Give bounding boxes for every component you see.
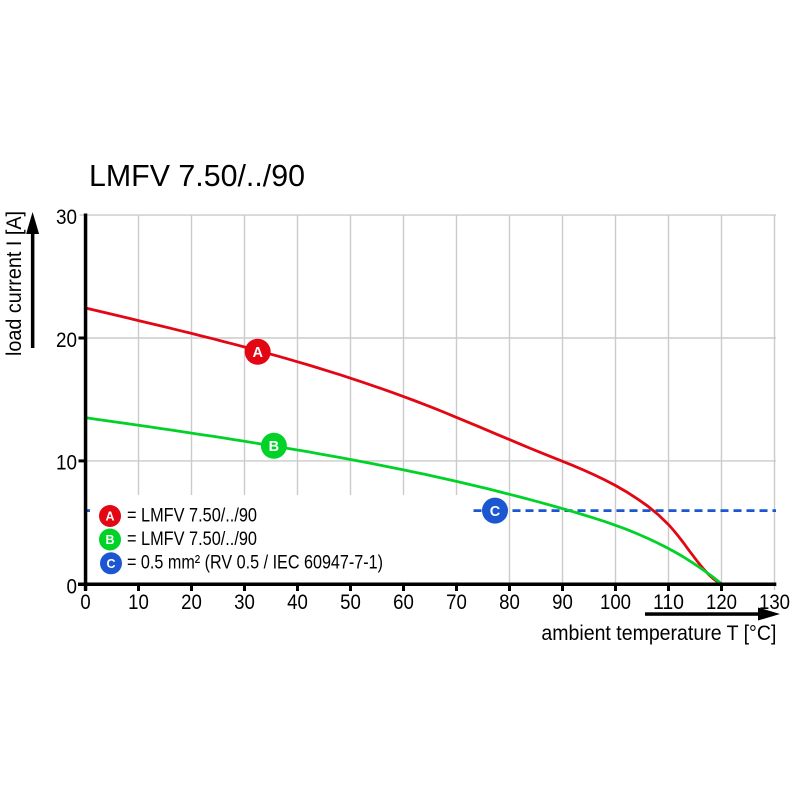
svg-text:130: 130 xyxy=(759,591,790,614)
svg-text:= 0.5 mm² (RV 0.5 / IEC 60947-: = 0.5 mm² (RV 0.5 / IEC 60947-7-1) xyxy=(127,552,383,574)
svg-text:0: 0 xyxy=(67,576,78,599)
svg-text:0: 0 xyxy=(80,591,90,614)
svg-text:30: 30 xyxy=(234,591,255,614)
svg-text:90: 90 xyxy=(552,591,573,614)
svg-text:120: 120 xyxy=(706,591,737,614)
svg-text:B: B xyxy=(269,439,279,455)
svg-text:80: 80 xyxy=(499,591,520,614)
svg-text:50: 50 xyxy=(340,591,361,614)
svg-text:40: 40 xyxy=(287,591,308,614)
svg-text:ambient temperature T [°C]: ambient temperature T [°C] xyxy=(541,622,776,645)
svg-text:110: 110 xyxy=(653,591,684,614)
svg-text:20: 20 xyxy=(56,329,77,352)
svg-text:load current I [A]: load current I [A] xyxy=(3,211,26,356)
svg-text:10: 10 xyxy=(128,591,149,614)
svg-text:B: B xyxy=(105,533,114,547)
svg-text:= LMFV 7.50/../90: = LMFV 7.50/../90 xyxy=(127,505,257,527)
svg-text:100: 100 xyxy=(600,591,631,614)
svg-text:= LMFV 7.50/../90: = LMFV 7.50/../90 xyxy=(127,528,257,550)
svg-text:LMFV 7.50/../90: LMFV 7.50/../90 xyxy=(89,158,305,193)
svg-text:30: 30 xyxy=(56,206,77,229)
svg-text:A: A xyxy=(105,510,114,524)
svg-text:C: C xyxy=(106,557,115,571)
svg-text:20: 20 xyxy=(181,591,202,614)
svg-text:60: 60 xyxy=(393,591,414,614)
svg-text:C: C xyxy=(490,504,501,520)
svg-text:70: 70 xyxy=(446,591,467,614)
svg-text:10: 10 xyxy=(56,452,77,475)
svg-text:A: A xyxy=(252,345,263,361)
